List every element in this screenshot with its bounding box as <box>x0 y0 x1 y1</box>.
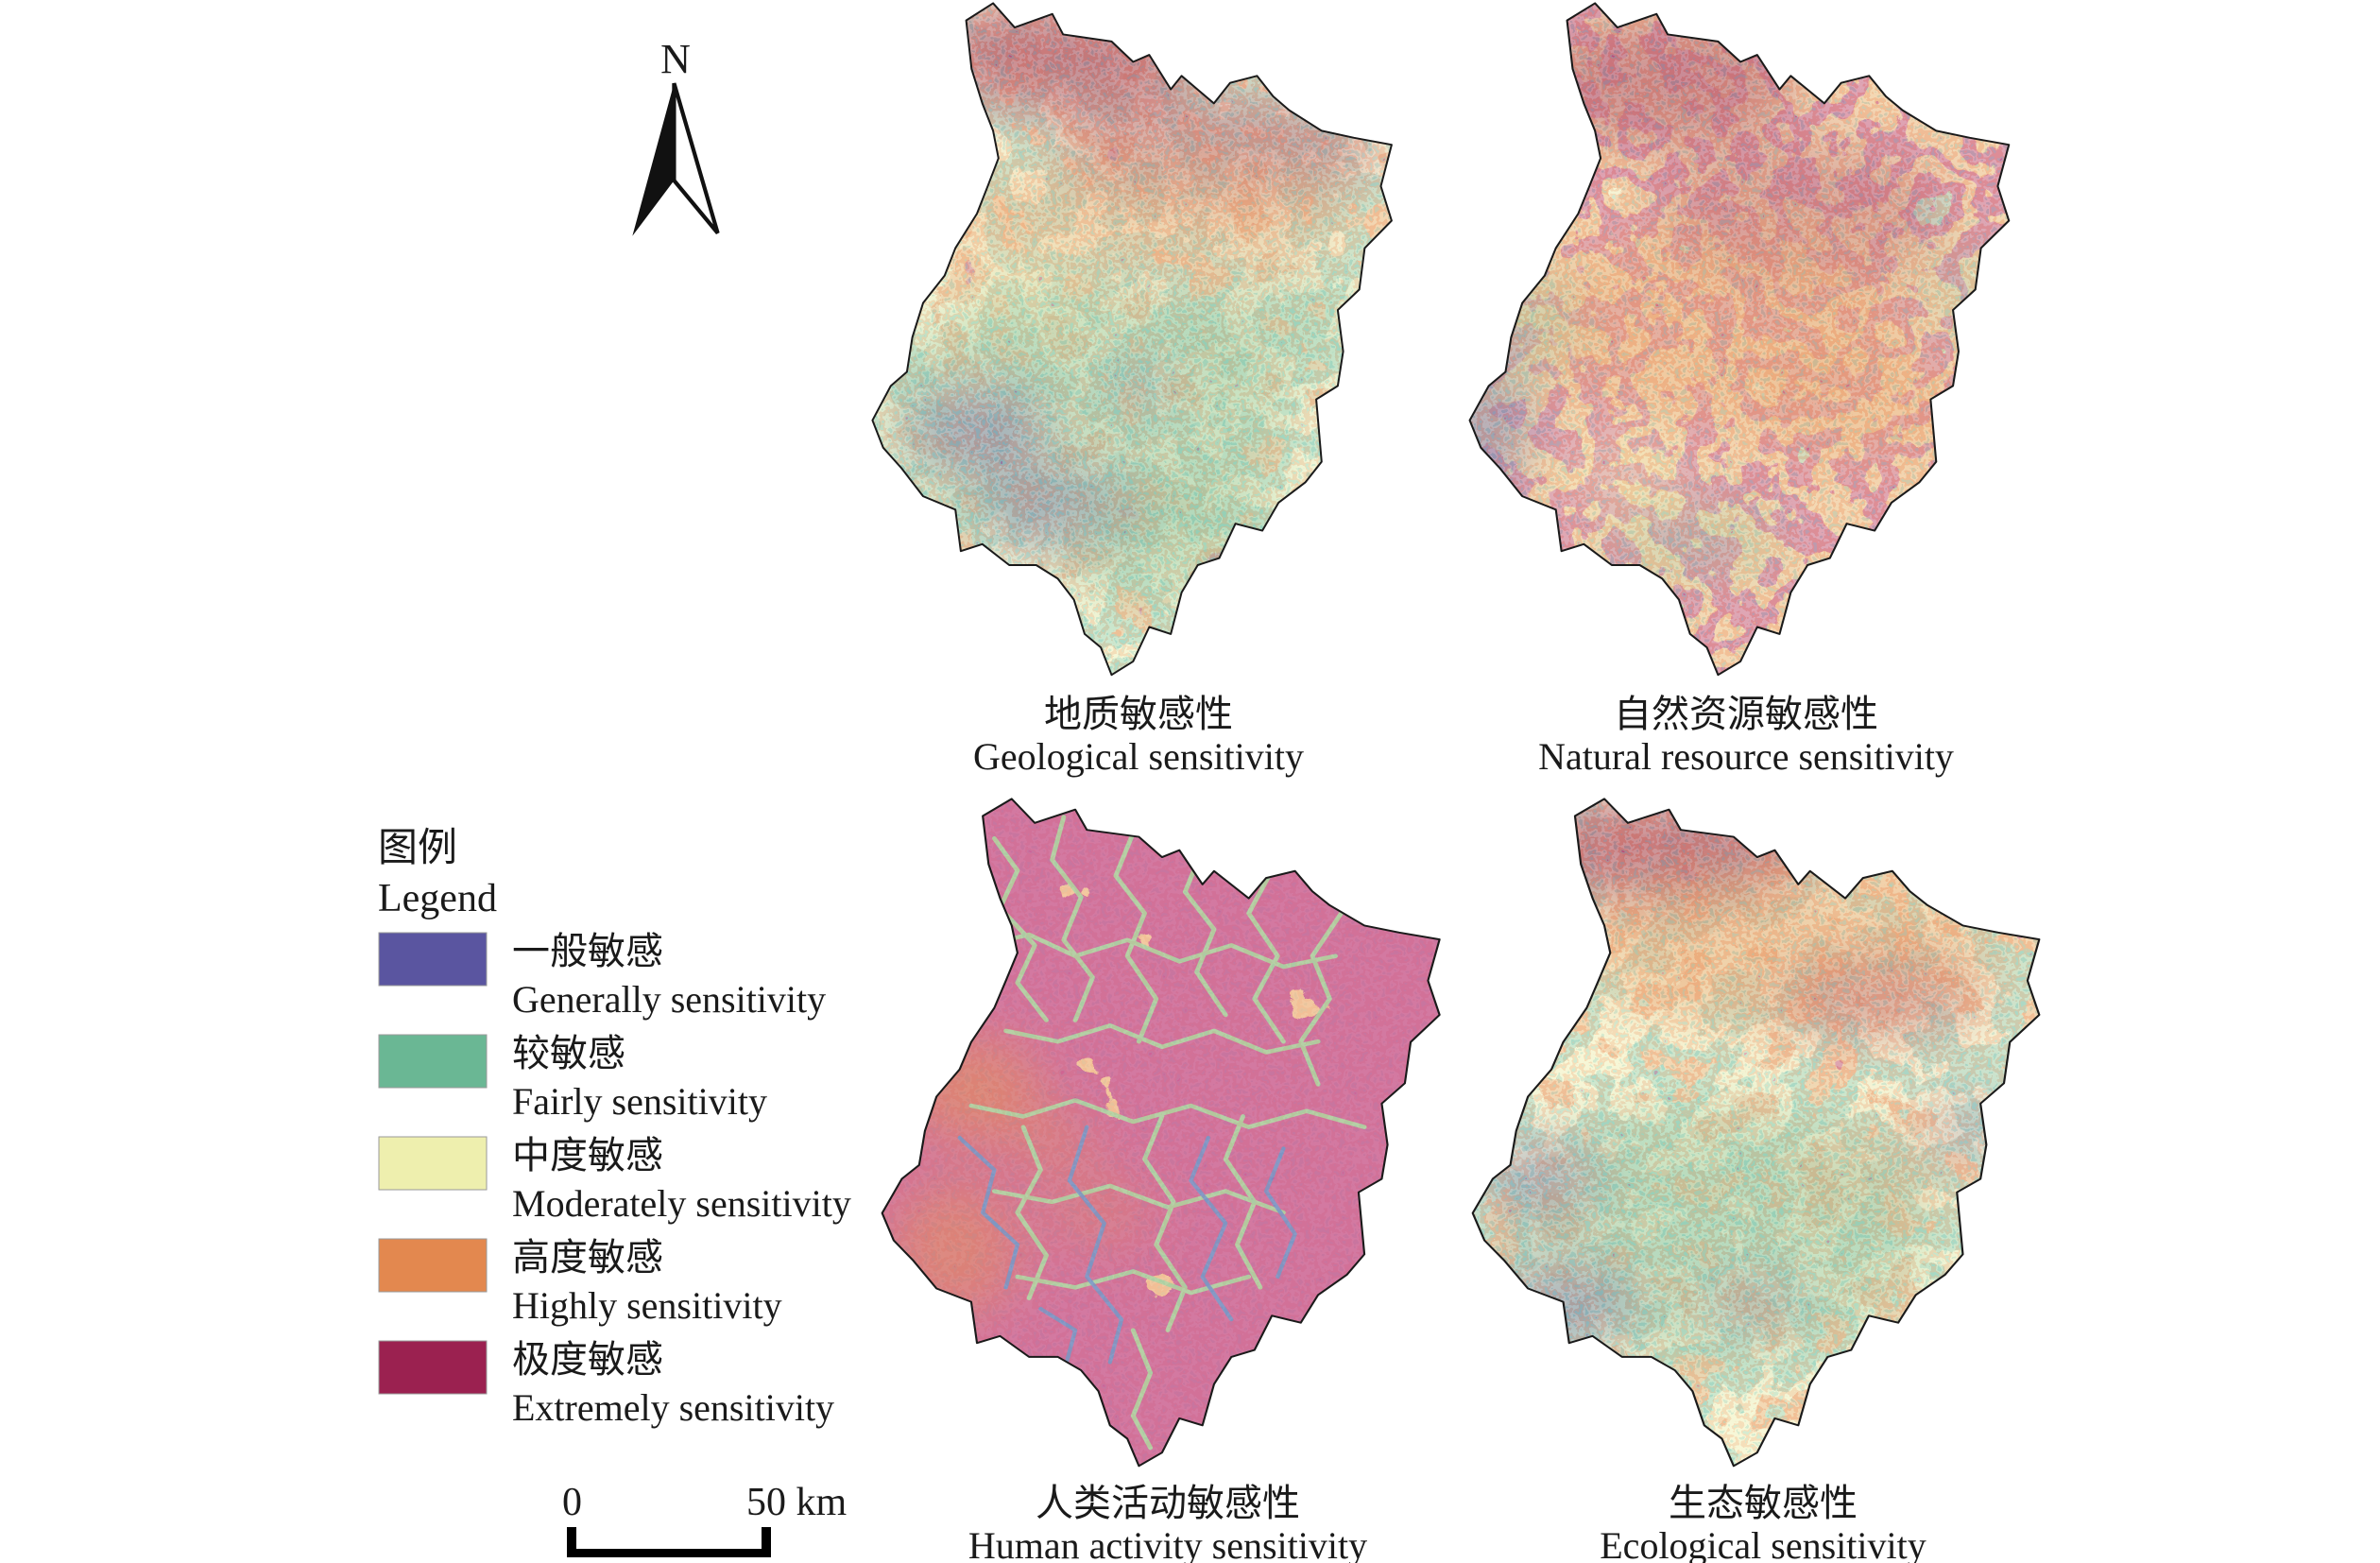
legend-swatch-generally <box>378 932 488 987</box>
map-ecological-raster <box>1469 796 2057 1480</box>
north-arrow: N <box>605 38 746 255</box>
legend-label-generally-zh: 一般敏感 <box>512 930 663 972</box>
legend-label-extremely-zh: 极度敏感 <box>512 1338 663 1381</box>
legend-label-fairly-en: Fairly sensitivity <box>512 1080 767 1123</box>
scale-bar-right-tick <box>762 1527 771 1557</box>
legend-item-fairly: 较敏感 Fairly sensitivity <box>378 1030 907 1128</box>
map-natural-resource-sensitivity <box>1466 0 2026 689</box>
legend-swatch-extremely <box>378 1340 488 1395</box>
caption-geological-zh: 地质敏感性 <box>1044 693 1233 735</box>
caption-human-activity-zh: 人类活动敏感性 <box>1036 1482 1300 1524</box>
map-geological-sensitivity <box>869 0 1408 689</box>
legend: 图例 Legend 一般敏感 Generally sensitivity 较敏感… <box>378 824 907 1434</box>
caption-ecological-zh: 生态敏感性 <box>1669 1482 1858 1524</box>
caption-natural-resource-en: Natural resource sensitivity <box>1538 735 1954 778</box>
legend-swatch-highly <box>378 1238 488 1293</box>
legend-label-moderately-zh: 中度敏感 <box>512 1134 663 1177</box>
caption-geological-en: Geological sensitivity <box>973 735 1304 778</box>
north-arrow-label: N <box>660 36 691 82</box>
scale-bar-end-label: 50 km <box>746 1481 848 1524</box>
map-human-activity-raster <box>879 796 1457 1480</box>
legend-swatch-moderately <box>378 1136 488 1191</box>
map-ecological-sensitivity <box>1469 796 2057 1480</box>
legend-title-en: Legend <box>378 877 497 920</box>
legend-item-highly: 高度敏感 Highly sensitivity <box>378 1234 907 1332</box>
legend-swatch-fairly <box>378 1034 488 1089</box>
caption-natural-resource: 自然资源敏感性 Natural resource sensitivity <box>1463 693 2029 778</box>
map-geological-raster <box>869 0 1408 689</box>
caption-human-activity: 人类活动敏感性 Human activity sensitivity <box>884 1482 1451 1563</box>
legend-label-generally-en: Generally sensitivity <box>512 978 827 1021</box>
map-natural-resource-raster <box>1466 0 2026 689</box>
caption-human-activity-en: Human activity sensitivity <box>967 1524 1368 1563</box>
legend-label-highly-zh: 高度敏感 <box>512 1236 663 1279</box>
legend-title-zh: 图例 <box>378 827 458 870</box>
legend-label-highly-en: Highly sensitivity <box>512 1284 782 1327</box>
legend-item-generally: 一般敏感 Generally sensitivity <box>378 928 907 1026</box>
north-arrow-icon <box>632 82 720 236</box>
caption-geological: 地质敏感性 Geological sensitivity <box>855 693 1422 778</box>
legend-item-extremely: 极度敏感 Extremely sensitivity <box>378 1336 907 1434</box>
map-human-activity-sensitivity <box>879 796 1457 1480</box>
scale-bar: 0 50 km <box>553 1480 874 1563</box>
caption-ecological-en: Ecological sensitivity <box>1600 1524 1926 1563</box>
legend-label-extremely-en: Extremely sensitivity <box>512 1386 835 1429</box>
legend-label-fairly-zh: 较敏感 <box>512 1032 625 1074</box>
caption-natural-resource-zh: 自然资源敏感性 <box>1614 693 1878 735</box>
legend-item-moderately: 中度敏感 Moderately sensitivity <box>378 1132 907 1230</box>
caption-ecological: 生态敏感性 Ecological sensitivity <box>1480 1482 2046 1563</box>
scale-bar-left-tick <box>567 1527 576 1557</box>
legend-label-moderately-en: Moderately sensitivity <box>512 1182 851 1225</box>
scale-bar-start-label: 0 <box>562 1481 582 1524</box>
scale-bar-line <box>567 1549 771 1557</box>
